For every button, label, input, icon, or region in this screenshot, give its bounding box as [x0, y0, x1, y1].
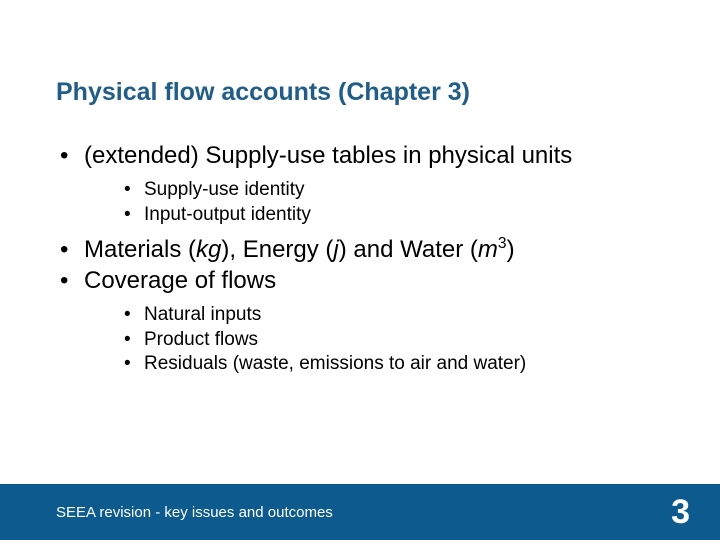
page-number: 3: [671, 493, 690, 532]
bullet-item: Coverage of flows Natural inputs Product…: [56, 266, 664, 376]
bullet-item: (extended) Supply-use tables in physical…: [56, 141, 664, 227]
slide-footer: SEEA revision - key issues and outcomes …: [0, 484, 720, 540]
bullet-sub-item: Residuals (waste, emissions to air and w…: [124, 352, 664, 376]
bullet-text-part: ) and Water (: [339, 236, 478, 263]
bullet-sub-item: Natural inputs: [124, 303, 664, 327]
bullet-sub-item: Supply-use identity: [124, 178, 664, 202]
superscript: 3: [498, 235, 507, 252]
bullet-text-italic: m: [478, 236, 498, 263]
bullet-item: Materials (kg), Energy (j) and Water (m3…: [56, 235, 664, 264]
bullet-list-level1: (extended) Supply-use tables in physical…: [56, 141, 664, 376]
bullet-text-italic: kg: [196, 236, 221, 263]
bullet-text: Coverage of flows: [84, 267, 276, 294]
footer-text: SEEA revision - key issues and outcomes: [56, 504, 333, 521]
bullet-sub-item: Product flows: [124, 328, 664, 352]
bullet-text-part: ), Energy (: [221, 236, 333, 263]
bullet-text: (extended) Supply-use tables in physical…: [84, 142, 572, 169]
bullet-sub-item: Input-output identity: [124, 203, 664, 227]
slide-content: Physical flow accounts (Chapter 3) (exte…: [0, 0, 720, 376]
bullet-list-level2: Natural inputs Product flows Residuals (…: [84, 303, 664, 376]
bullet-list-level2: Supply-use identity Input-output identit…: [84, 178, 664, 227]
bullet-text-part: ): [507, 236, 515, 263]
slide-title: Physical flow accounts (Chapter 3): [56, 78, 664, 107]
bullet-text-part: Materials (: [84, 236, 196, 263]
